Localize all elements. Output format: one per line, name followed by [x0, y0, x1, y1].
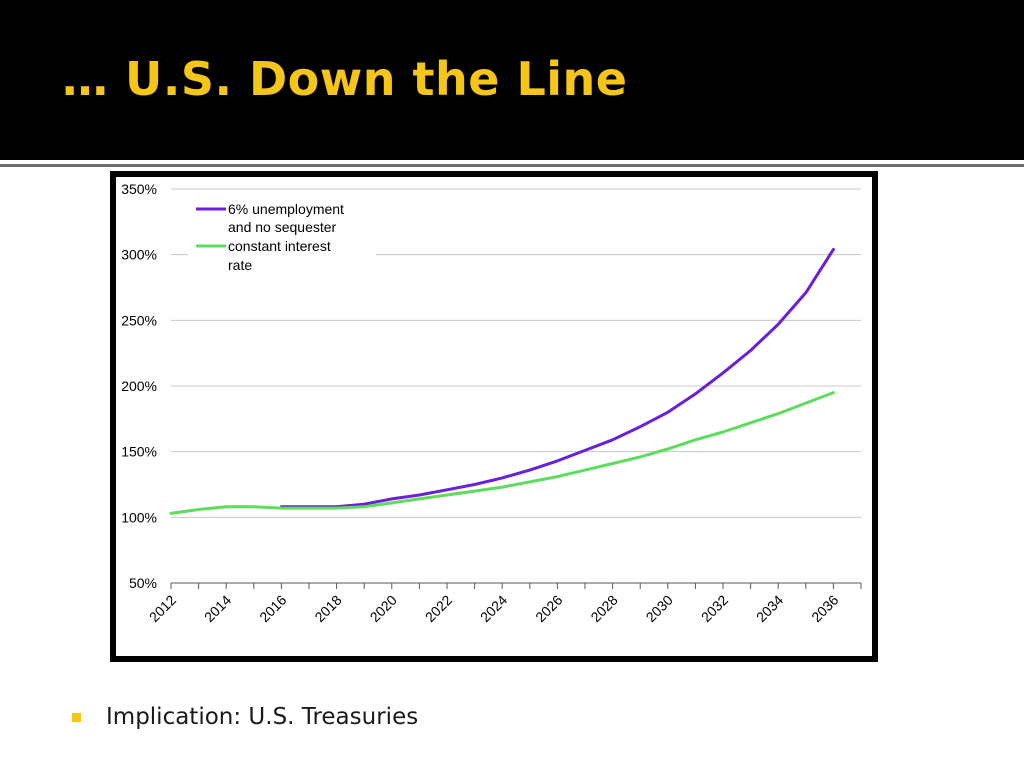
legend-label-2: constant interest	[228, 238, 331, 254]
y-tick-label: 100%	[121, 509, 157, 525]
legend-box	[188, 199, 376, 285]
legend-label-1: and no sequester	[228, 219, 337, 235]
title-bar: … U.S. Down the Line	[0, 0, 1024, 160]
y-tick-label: 150%	[121, 444, 157, 460]
title-divider-shadow	[0, 164, 1024, 167]
y-tick-label: 350%	[121, 181, 157, 197]
y-tick-label: 300%	[121, 247, 157, 263]
series-line-2	[169, 391, 835, 515]
bullet-text: Implication: U.S. Treasuries	[106, 704, 419, 730]
series-line-1	[279, 247, 835, 509]
y-tick-label: 250%	[121, 312, 157, 328]
y-tick-label: 200%	[121, 378, 157, 394]
legend-label-2: rate	[228, 257, 252, 273]
legend-label-1: 6% unemployment	[228, 201, 344, 217]
bullet-square-icon	[72, 713, 81, 722]
slide-title: … U.S. Down the Line	[62, 52, 628, 106]
title-divider	[0, 160, 1024, 164]
y-tick-label: 50%	[129, 575, 157, 591]
debt-projection-chart: 50%100%150%200%250%300%350%2012 2014 2016 2…	[116, 177, 872, 656]
